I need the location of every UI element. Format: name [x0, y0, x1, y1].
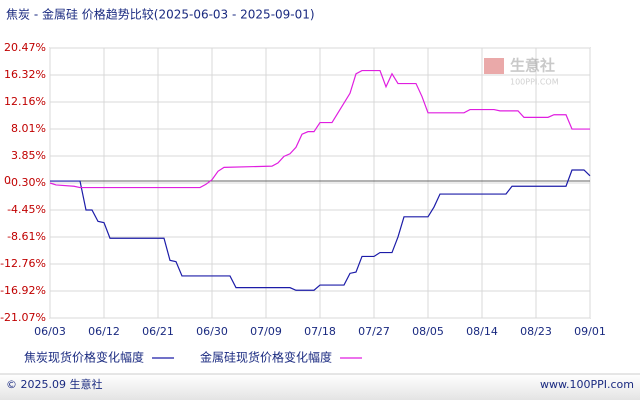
x-tick-label: 06/30 — [196, 325, 228, 338]
footer-site: www.100PPI.com — [540, 378, 634, 391]
y-tick-label: 20.47% — [4, 41, 46, 54]
y-tick-label: -21.07% — [0, 311, 46, 324]
x-tick-label: 06/12 — [88, 325, 120, 338]
footer-copyright: © 2025.09 生意社 — [6, 377, 102, 391]
y-tick-label: 3.85% — [11, 149, 46, 162]
watermark-icon — [484, 58, 504, 74]
watermark-name: 生意社 — [510, 57, 555, 75]
series-line — [50, 169, 591, 291]
footer-bar — [0, 374, 640, 400]
legend: 焦炭现货价格变化幅度 金属硅现货价格变化幅度 — [24, 350, 363, 365]
y-tick-label: -12.76% — [0, 257, 46, 270]
y-tick-label: -8.61% — [7, 230, 46, 243]
watermark: 生意社 100PPI.COM — [484, 57, 559, 87]
x-tick-label: 08/05 — [412, 325, 444, 338]
x-tick-label: 09/01 — [574, 325, 606, 338]
y-tick-label: -4.45% — [7, 203, 46, 216]
x-tick-label: 06/03 — [34, 325, 66, 338]
x-tick-label: 08/14 — [466, 325, 498, 338]
y-tick-label: 8.01% — [11, 122, 46, 135]
legend-label: 金属硅现货价格变化幅度 — [200, 350, 332, 365]
x-tick-label: 07/09 — [250, 325, 282, 338]
y-tick-label: -0.30% — [7, 176, 46, 189]
y-tick-label: -16.92% — [0, 284, 46, 297]
zero-label: 0 — [4, 174, 11, 187]
chart-title: 焦炭 - 金属硅 价格趋势比较(2025-06-03 - 2025-09-01) — [6, 7, 315, 22]
x-tick-label: 08/23 — [520, 325, 552, 338]
x-tick-label: 07/27 — [358, 325, 390, 338]
series-line — [49, 69, 590, 189]
watermark-site: 100PPI.COM — [510, 78, 559, 87]
x-tick-label: 07/18 — [304, 325, 336, 338]
y-tick-label: 12.16% — [4, 95, 46, 108]
legend-label: 焦炭现货价格变化幅度 — [24, 350, 144, 365]
plot-area: 20.47% 16.32% 12.16% 8.01% 3.85% -0.30% -4.45%… — [0, 41, 606, 338]
y-tick-label: 16.32% — [4, 68, 46, 81]
x-tick-label: 06/21 — [142, 325, 174, 338]
